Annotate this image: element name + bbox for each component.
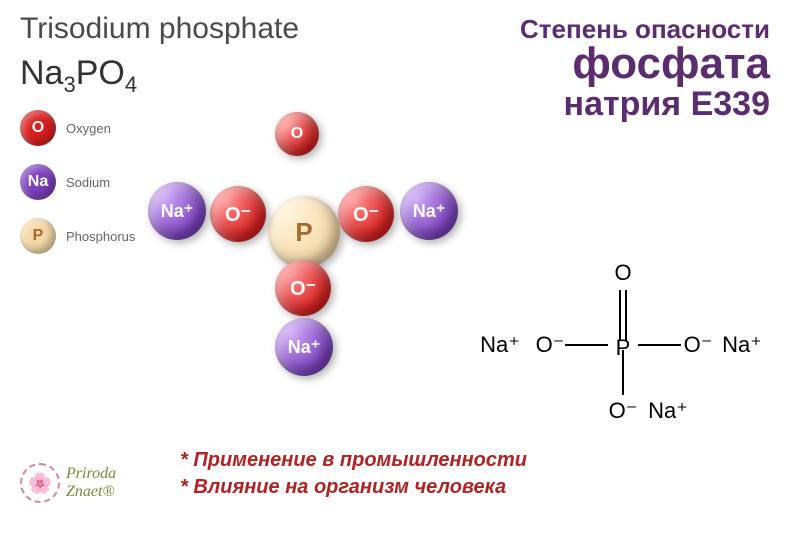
logo-flower-icon: 🌸 <box>20 463 60 503</box>
formula-na: Na <box>20 54 63 92</box>
logo-text: Priroda Znaet® <box>66 465 116 501</box>
lewis-na-bottom: Na⁺ <box>648 398 688 423</box>
bullets: * Применение в промышленности * Влияние н… <box>180 449 527 503</box>
atom-O: O⁻ <box>338 186 394 242</box>
legend-item: Na Sodium <box>20 164 135 200</box>
lewis-na-left: Na⁺ <box>480 332 520 357</box>
molecule-3d: POO⁻O⁻O⁻Na⁺Na⁺Na⁺ <box>140 100 460 360</box>
formula-po: PO <box>76 54 125 92</box>
logo-text-2: Znaet <box>66 483 102 500</box>
atom-O: O⁻ <box>275 260 331 316</box>
title-left: Trisodium phosphate <box>20 12 299 46</box>
formula-sub2: 4 <box>125 72 137 97</box>
lewis-na-right: Na⁺ <box>722 332 760 357</box>
title-right: Степень опасности фосфата натрия E339 <box>520 14 770 124</box>
atom-Na: Na⁺ <box>400 182 458 240</box>
legend-label: Sodium <box>66 175 110 190</box>
lewis-p: P <box>616 335 631 360</box>
bullet-item: * Влияние на организм человека <box>180 476 527 499</box>
legend-label: Oxygen <box>66 121 111 136</box>
atom-O: O⁻ <box>210 186 266 242</box>
title-right-l3: натрия E339 <box>520 85 770 124</box>
bullet-item: * Применение в промышленности <box>180 449 527 472</box>
atom-Na: Na⁺ <box>275 318 333 376</box>
lewis-o-bottom: O⁻ <box>609 398 638 423</box>
legend-label: Phosphorus <box>66 229 135 244</box>
atom-O: O <box>275 112 319 156</box>
logo-suffix: ® <box>102 483 114 500</box>
legend-item: P Phosphorus <box>20 218 135 254</box>
formula-sub1: 3 <box>63 72 75 97</box>
legend-ball-icon: O <box>20 110 56 146</box>
atom-Na: Na⁺ <box>148 182 206 240</box>
legend-ball-icon: P <box>20 218 56 254</box>
chemical-formula: Na3PO4 <box>20 54 137 98</box>
lewis-o-top: O <box>614 260 631 285</box>
lewis-o-right: O⁻ <box>684 332 713 357</box>
legend-ball-icon: Na <box>20 164 56 200</box>
atom-P: P <box>268 196 340 268</box>
lewis-o-left: O⁻ <box>536 332 565 357</box>
lewis-structure: O P O⁻ O⁻ O⁻ Na⁺ Na⁺ Na⁺ <box>480 240 760 440</box>
legend: O Oxygen Na Sodium P Phosphorus <box>20 110 135 272</box>
legend-item: O Oxygen <box>20 110 135 146</box>
logo-text-1: Priroda <box>66 465 116 483</box>
title-right-l2: фосфата <box>520 39 770 89</box>
site-logo: 🌸 Priroda Znaet® <box>20 463 116 503</box>
